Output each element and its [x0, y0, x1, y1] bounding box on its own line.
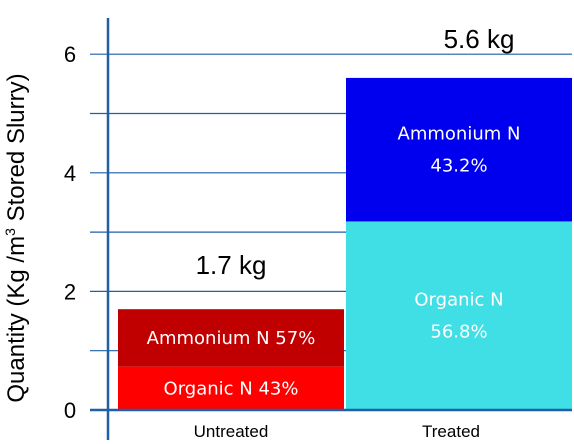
segment-label: 43.2%: [430, 156, 487, 177]
y-tick-label: 0: [64, 398, 76, 423]
labels: 0 2 4 6 Organic N 43% Ammonium N 57% 1.7 kg Unt…: [2, 24, 520, 441]
y-tick-label: 4: [64, 161, 76, 186]
bar-organic-n-untreated: [118, 366, 344, 410]
segment-label: Organic N 43%: [164, 378, 299, 399]
bar-total-label: 5.6 kg: [444, 24, 515, 54]
y-axis-label: Quantity (Kg /m3 Stored Slurry): [2, 73, 30, 402]
segment-label: 56.8%: [430, 322, 487, 343]
x-category-label: Untreated: [194, 422, 269, 441]
axes: [90, 18, 572, 440]
segment-label: Ammonium N 57%: [147, 328, 316, 349]
segment-label: Organic N: [414, 290, 503, 311]
x-category-label: Treated: [422, 422, 480, 441]
segment-label: Ammonium N: [398, 124, 521, 145]
bar-organic-n-treated: [346, 221, 572, 410]
bar-total-label: 1.7 kg: [196, 250, 267, 280]
y-tick-label: 6: [64, 42, 76, 67]
bar-ammonium-n-untreated: [118, 309, 344, 367]
bars: [118, 77, 572, 410]
bar-ammonium-n-treated: [346, 77, 572, 222]
y-tick-label: 2: [64, 279, 76, 304]
